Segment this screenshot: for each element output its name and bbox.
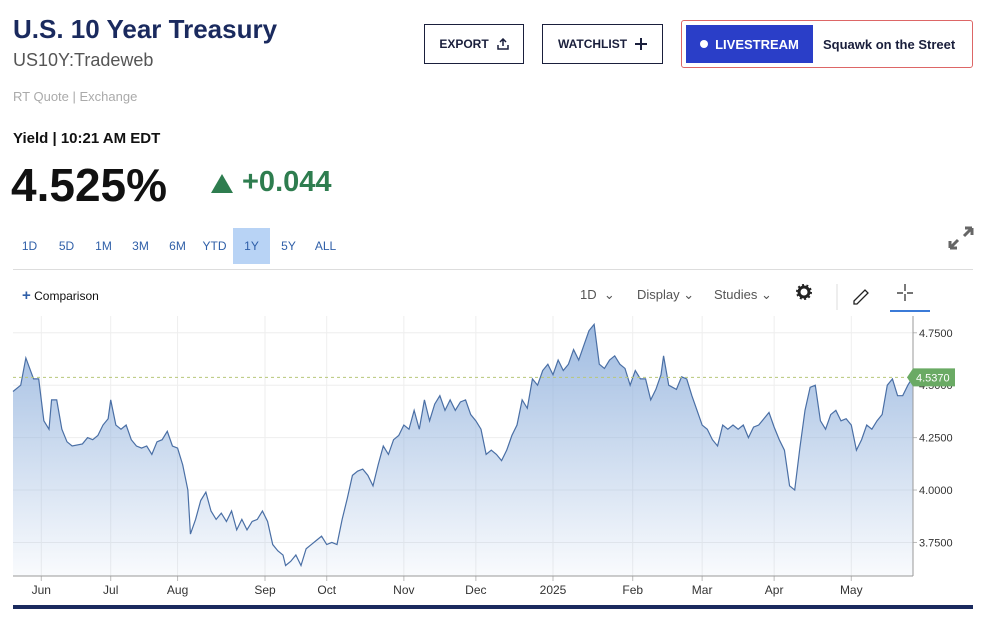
y-tick-label: 4.2500	[919, 433, 953, 445]
last-price-label: 4.5370	[916, 372, 950, 384]
draw-icon[interactable]	[853, 289, 869, 305]
livestream-box[interactable]: LIVESTREAM Squawk on the Street	[681, 20, 973, 68]
line	[12, 322, 914, 568]
range-selector: 1D 5D 1M 3M 6M YTD 1Y 5Y ALL	[11, 228, 344, 264]
plus-icon	[635, 38, 648, 50]
display-menu[interactable]: Display ⌄	[637, 287, 695, 302]
range-button[interactable]: 5Y	[281, 239, 296, 253]
interval-label: 1D	[580, 287, 597, 302]
y-tick-label: 4.0000	[919, 485, 953, 497]
subtitle: US10Y:Tradeweb	[13, 50, 154, 70]
x-tick-label: May	[840, 583, 863, 597]
export-icon	[496, 38, 509, 50]
display-label: Display	[637, 287, 680, 302]
divider	[13, 269, 973, 270]
range-button[interactable]: 1D	[21, 239, 38, 253]
export-button[interactable]: EXPORT	[424, 24, 524, 64]
settings-icon[interactable]	[796, 284, 812, 300]
quote-label: Yield | 10:21 AM EDT	[13, 130, 161, 147]
comparison-label: Comparison	[34, 289, 99, 303]
crosshair-icon[interactable]	[897, 284, 913, 301]
range-button[interactable]: 1M	[95, 239, 112, 253]
x-tick-label: 2025	[540, 583, 567, 597]
x-tick-label: Oct	[317, 583, 336, 597]
x-tick-label: Aug	[167, 583, 188, 597]
y-tick-label: 3.7500	[919, 537, 953, 549]
bottom-bar	[13, 605, 973, 609]
title: U.S. 10 Year Treasury	[13, 14, 278, 44]
x-tick-label: Mar	[692, 583, 713, 597]
quote-source: RT Quote | Exchange	[13, 89, 138, 104]
livestream-button[interactable]: LIVESTREAM	[686, 25, 813, 63]
show-name[interactable]: Squawk on the Street	[823, 37, 956, 52]
live-dot	[700, 40, 709, 48]
studies-menu[interactable]: Studies ⌄	[714, 287, 772, 302]
x-tick-label: Sep	[254, 583, 276, 597]
quote-price: 4.525%	[11, 159, 168, 211]
range-button[interactable]: 6M	[169, 239, 186, 253]
range-button[interactable]: 3M	[132, 239, 149, 253]
last-price-tag	[907, 368, 955, 387]
quote-change: +0.044	[242, 166, 332, 198]
watchlist-button[interactable]: WATCHLIST	[542, 24, 663, 64]
expand-icon[interactable]	[948, 226, 974, 250]
comparison-button[interactable]: + Comparison	[22, 287, 99, 304]
x-tick-label: Dec	[465, 583, 486, 597]
chart: Jun Jul Aug Sep Oct Nov Dec 2025 Feb Mar Apr May 3.7…	[12, 316, 955, 597]
x-tick-label: Nov	[393, 583, 414, 597]
x-tick-label: Jul	[103, 583, 118, 597]
interval-menu[interactable]: 1D ⌄	[580, 287, 615, 302]
studies-label: Studies	[714, 287, 758, 302]
x-tick-label: Feb	[622, 583, 643, 597]
export-label: EXPORT	[439, 37, 489, 51]
up-arrow	[211, 174, 233, 193]
y-tick-label: 4.7500	[919, 328, 953, 340]
x-tick-label: Apr	[765, 583, 784, 597]
range-button[interactable]: ALL	[314, 239, 337, 253]
range-button[interactable]: 1Y	[233, 228, 270, 264]
active-tool-underline	[890, 310, 930, 312]
range-button[interactable]: 5D	[58, 239, 75, 253]
area-fill	[13, 324, 913, 576]
chart-tools	[796, 284, 930, 312]
range-button[interactable]: YTD	[202, 239, 227, 253]
livestream-label: LIVESTREAM	[715, 36, 799, 52]
watchlist-label: WATCHLIST	[557, 37, 628, 51]
x-tick-label: Jun	[32, 583, 51, 597]
